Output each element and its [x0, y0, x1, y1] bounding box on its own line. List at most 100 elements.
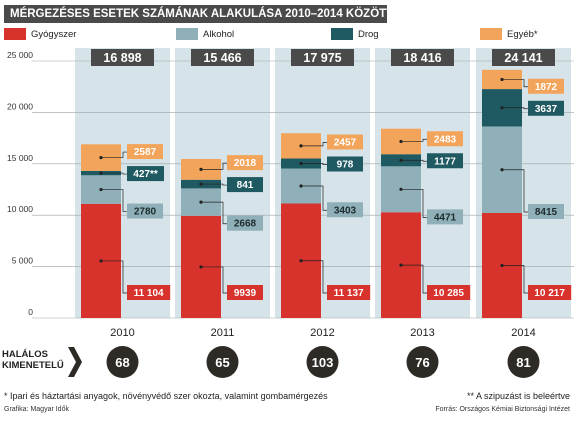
fatal-value-2014: 81	[516, 355, 530, 370]
value-label-drog-2014: 3637	[535, 104, 558, 115]
y-tick-label: 15 000	[7, 153, 33, 163]
fatal-value-2011: 65	[215, 355, 229, 370]
value-label-egyeb-2013: 2483	[434, 134, 457, 145]
legend-item-alkohol: Alkohol	[176, 28, 234, 40]
fatal-circle-2014	[507, 346, 540, 378]
y-tick-label: 0	[28, 307, 33, 317]
legend: Gyógyszer Alkohol Drog Egyéb*	[4, 28, 574, 42]
connector-line-drog-2010	[101, 172, 127, 175]
value-label-drog-2010: 427**	[133, 169, 158, 180]
legend-item-egyeb: Egyéb*	[480, 28, 538, 40]
value-label-alkohol-2010: 2780	[134, 207, 157, 218]
connector-line-drog-2012	[301, 163, 327, 165]
connector-line-alkohol-2012	[301, 185, 327, 211]
value-label-gyogyszer-2014: 10 217	[534, 288, 565, 299]
total-value-2012: 17 975	[303, 51, 341, 65]
fatal-circle-2011	[206, 346, 239, 378]
connector-line-egyeb-2013	[401, 138, 427, 142]
value-label-box-gyogyszer-2012	[327, 285, 371, 300]
value-label-alkohol-2012: 3403	[334, 205, 357, 216]
value-label-box-egyeb-2013	[427, 131, 463, 147]
connector-line-alkohol-2013	[401, 188, 427, 218]
fatal-label-line1: HALÁLOS	[2, 349, 48, 360]
value-label-drog-2011: 841	[237, 180, 254, 191]
fatal-outcome-label: HALÁLOS KIMENETELŰ	[2, 349, 74, 371]
connector-line-egyeb-2010	[101, 151, 127, 158]
value-label-box-alkohol-2012	[327, 202, 363, 218]
value-label-alkohol-2011: 2668	[234, 219, 257, 230]
legend-item-gyogyszer: Gyógyszer	[4, 28, 76, 40]
connector-line-egyeb-2014	[502, 79, 528, 88]
footnote-right: ** A szipuzást is beleértve	[466, 391, 570, 401]
value-label-box-alkohol-2010	[127, 203, 163, 219]
connector-line-alkohol-2010	[101, 189, 127, 212]
fatal-value-2012: 103	[312, 355, 334, 370]
value-label-egyeb-2011: 2018	[234, 158, 257, 169]
x-tick-label-2013: 2013	[410, 327, 434, 339]
legend-swatch-alkohol	[176, 28, 198, 40]
connector-line-drog-2013	[401, 159, 427, 162]
total-value-2011: 15 466	[203, 51, 241, 65]
legend-swatch-drog	[331, 28, 353, 40]
total-badge-2012	[291, 49, 354, 66]
y-tick-label: 20 000	[7, 101, 33, 111]
connector-line-gyogyszer-2011	[201, 266, 227, 294]
fatal-arrow-icon	[68, 347, 82, 377]
y-tick-label: 10 000	[7, 204, 33, 214]
x-tick-label-2014: 2014	[511, 327, 535, 339]
connector-line-egyeb-2011	[201, 162, 227, 170]
total-badge-2013	[391, 49, 454, 66]
value-label-box-egyeb-2012	[327, 134, 363, 150]
connector-line-alkohol-2011	[201, 201, 227, 225]
legend-item-drog: Drog	[331, 28, 379, 40]
connector-line-drog-2014	[502, 107, 528, 110]
x-tick-label-2012: 2012	[310, 327, 334, 339]
value-label-gyogyszer-2013: 10 285	[433, 288, 464, 299]
credit-left: Grafika: Magyar Idők	[4, 406, 69, 413]
connector-line-gyogyszer-2010	[101, 260, 127, 294]
legend-swatch-egyeb	[480, 28, 502, 40]
value-label-box-egyeb-2014	[528, 78, 564, 94]
fatal-label-line2: KIMENETELŰ	[2, 360, 64, 371]
legend-label-gyogyszer: Gyógyszer	[31, 28, 77, 40]
footnote-left: * Ipari és háztartási anyagok, növényvéd…	[4, 391, 328, 401]
value-label-egyeb-2014: 1872	[535, 82, 558, 93]
value-label-box-egyeb-2010	[127, 144, 163, 160]
chart-title-bar: MÉRGEZÉSES ESETEK SZÁMÁNAK ALAKULÁSA 201…	[4, 5, 393, 23]
legend-label-egyeb: Egyéb*	[507, 28, 538, 40]
value-label-gyogyszer-2011: 9939	[234, 288, 257, 299]
value-label-box-drog-2010	[127, 166, 164, 182]
total-value-2014: 24 141	[504, 51, 542, 65]
connector-line-alkohol-2014	[502, 169, 528, 213]
fatal-circle-2013	[406, 346, 439, 378]
value-label-box-gyogyszer-2014	[528, 285, 572, 300]
total-badge-2010	[91, 49, 154, 66]
connector-line-drog-2011	[201, 183, 227, 186]
value-label-box-drog-2012	[327, 156, 363, 172]
value-label-box-drog-2011	[227, 177, 263, 193]
value-label-egyeb-2010: 2587	[134, 147, 157, 158]
value-label-egyeb-2012: 2457	[334, 138, 357, 149]
value-label-drog-2012: 978	[337, 160, 354, 171]
fatal-circle-2010	[106, 346, 139, 378]
x-tick-label-2010: 2010	[110, 327, 134, 339]
y-tick-label: 5 000	[12, 256, 34, 266]
legend-label-drog: Drog	[358, 28, 379, 40]
legend-swatch-gyogyszer	[4, 28, 26, 40]
connector-line-gyogyszer-2014	[502, 265, 528, 294]
connector-line-egyeb-2012	[301, 142, 327, 147]
total-badge-2014	[492, 49, 555, 66]
value-label-alkohol-2014: 8415	[535, 207, 558, 218]
y-tick-label: 25 000	[7, 50, 33, 60]
value-label-drog-2013: 1177	[434, 156, 456, 167]
total-value-2010: 16 898	[103, 51, 141, 65]
connector-line-gyogyszer-2013	[401, 264, 427, 294]
legend-label-alkohol: Alkohol	[203, 28, 235, 40]
value-label-box-alkohol-2014	[528, 203, 564, 219]
value-label-alkohol-2013: 4471	[434, 212, 457, 223]
fatal-value-2010: 68	[115, 355, 129, 370]
value-label-box-gyogyszer-2011	[227, 285, 263, 300]
total-badge-2011	[191, 49, 254, 66]
connector-line-gyogyszer-2012	[301, 260, 327, 294]
